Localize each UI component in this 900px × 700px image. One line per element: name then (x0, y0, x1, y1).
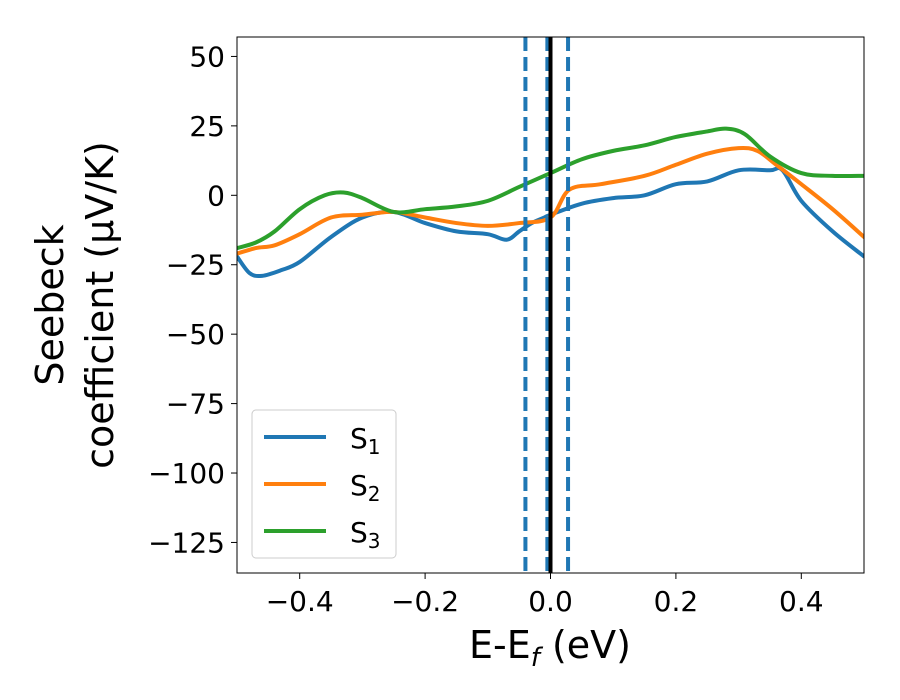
series-line-3 (237, 126, 864, 251)
y-axis-label-line2: coefficient (μV/K) (78, 141, 122, 469)
x-axis-ticks: −0.4 −0.2 0.0 0.2 0.4 (266, 573, 824, 618)
vertical-lines (523, 37, 571, 573)
legend-label-1: S1 (350, 422, 381, 459)
y-tick-label: 0 (207, 179, 225, 212)
legend-label-3: S3 (350, 516, 381, 553)
x-tick-label: 0.2 (654, 585, 699, 618)
y-tick-label: 50 (189, 40, 225, 73)
y-tick-label: −75 (166, 388, 225, 421)
x-tick-label: 0.4 (779, 585, 824, 618)
y-tick-label: −25 (166, 249, 225, 282)
y-tick-label: −50 (166, 318, 225, 351)
x-tick-label: −0.4 (266, 585, 334, 618)
y-tick-label: −100 (148, 457, 225, 490)
y-tick-label: 25 (189, 110, 225, 143)
y-tick-label: −125 (148, 526, 225, 559)
x-tick-label: −0.2 (391, 585, 459, 618)
y-axis-ticks: 50 25 0 −25 −50 −75 −100 −125 (148, 40, 237, 559)
y-axis-label: Seebeck coefficient (μV/K) (28, 141, 122, 469)
legend-label-2: S2 (350, 469, 381, 506)
legend: S1 S2 S3 (251, 409, 397, 559)
y-axis-label-line1: Seebeck (28, 224, 72, 385)
x-tick-label: 0.0 (528, 585, 573, 618)
x-axis-label: E-Ef (eV) (469, 623, 631, 673)
